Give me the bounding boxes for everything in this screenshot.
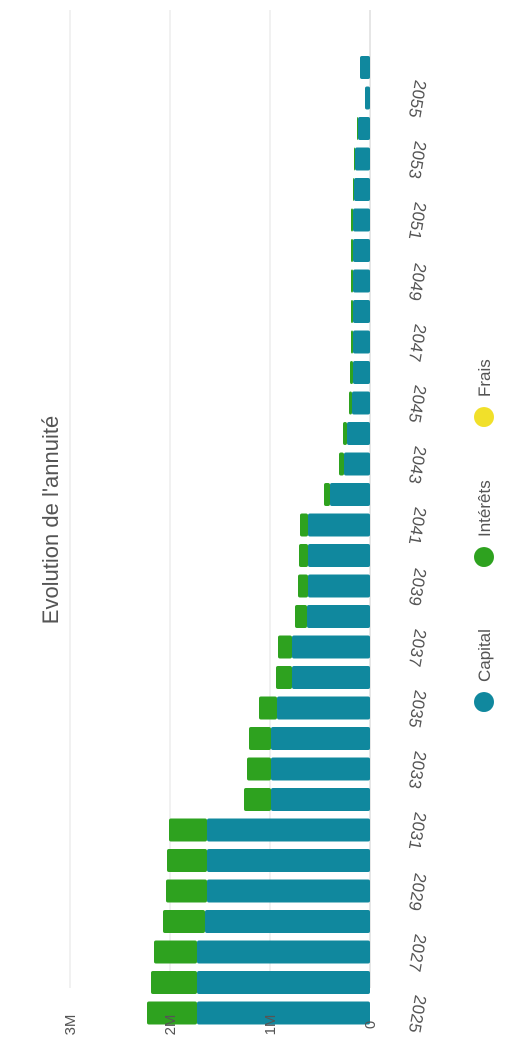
bar-segment-intrts [351, 269, 353, 293]
category-tick-label: 2053 [405, 140, 430, 181]
category-tick-label: 2043 [405, 445, 430, 486]
bar-segment-capital [353, 330, 370, 354]
bar-segment-intrts [350, 361, 353, 384]
legend-marker-intrts [474, 547, 494, 567]
bar-segment-capital [205, 910, 370, 933]
category-tick-label: 2031 [405, 811, 430, 852]
legend-label: Intérêts [475, 480, 494, 537]
bar-segment-capital [353, 208, 370, 232]
bar-segment-capital [353, 239, 370, 262]
bar-segment-intrts [249, 727, 271, 750]
bar-segment-intrts [167, 849, 207, 872]
bar-segment-capital [277, 696, 370, 720]
bar-segment-capital [308, 574, 370, 598]
category-tick-label: 2035 [405, 689, 430, 730]
bar-segment-intrts [276, 666, 292, 689]
bar-segment-intrts [351, 239, 353, 262]
bar-segment-intrts [354, 147, 355, 171]
bar-segment-capital [197, 1001, 370, 1025]
value-axis: 0 1M 2M 3M [62, 1015, 379, 1036]
axis-tick-label: 2M [162, 1015, 179, 1036]
bar-segment-capital [197, 971, 370, 994]
bar-segment-intrts [351, 330, 353, 354]
category-tick-label: 2033 [405, 750, 430, 791]
category-tick-label: 2055 [405, 79, 430, 120]
category-axis: 2025 2027 2029 2031 2033 2035 2037 2039 2041 2043… [405, 79, 430, 1035]
bar-segment-intrts [298, 574, 308, 598]
legend: Capital Intérêts Frais [474, 359, 494, 712]
bar-segment-intrts [351, 300, 353, 323]
bar-segment-capital [330, 483, 370, 506]
bar-segment-intrts [324, 483, 330, 506]
bar-segment-capital [308, 544, 370, 567]
bar-segment-capital [308, 513, 370, 537]
bar-segment-intrts [166, 879, 207, 903]
bar-segment-intrts [163, 910, 205, 933]
bar-segment-capital [358, 117, 370, 140]
bar-segment-intrts [259, 696, 277, 720]
bar-segment-intrts [300, 513, 308, 537]
bar-segment-intrts [343, 422, 347, 445]
bar-segment-capital [207, 818, 370, 842]
category-tick-label: 2025 [405, 994, 430, 1035]
bar-segment-capital [271, 727, 370, 750]
legend-label: Capital [475, 629, 494, 682]
bar-segment-capital [365, 86, 370, 110]
bar-segment-capital [271, 788, 370, 811]
bar-segment-capital [347, 422, 370, 445]
bar-segment-capital [292, 666, 370, 689]
category-tick-label: 2047 [405, 323, 430, 364]
bar-segment-intrts [349, 391, 352, 415]
bar-segment-capital [352, 391, 370, 415]
bar-segment-intrts [154, 940, 197, 964]
axis-tick-label: 0 [362, 1021, 379, 1029]
chart-title: Evolution de l'annuité [38, 416, 63, 624]
bar-segment-intrts [169, 818, 207, 842]
legend-marker-capital [474, 692, 494, 712]
category-tick-label: 2045 [405, 384, 430, 425]
bar-segment-intrts [278, 635, 292, 659]
bar-segment-intrts [247, 757, 271, 781]
bar-segment-capital [344, 452, 370, 476]
category-tick-label: 2029 [405, 872, 430, 913]
bars [147, 56, 370, 1025]
category-tick-label: 2039 [405, 567, 430, 608]
bar-segment-intrts [299, 544, 308, 567]
bar-segment-intrts [353, 178, 354, 201]
bar-segment-intrts [151, 971, 197, 994]
bar-segment-capital [355, 147, 370, 171]
bar-segment-capital [354, 178, 370, 201]
category-tick-label: 2051 [405, 201, 430, 242]
bar-segment-capital [307, 605, 370, 628]
bar-segment-capital [292, 635, 370, 659]
bar-segment-intrts [295, 605, 307, 628]
bar-segment-capital [207, 849, 370, 872]
bar-segment-intrts [357, 117, 358, 140]
axis-tick-label: 1M [262, 1015, 279, 1036]
category-tick-label: 2027 [405, 933, 430, 974]
bar-segment-capital [353, 269, 370, 293]
bar-segment-intrts [244, 788, 271, 811]
bar-segment-capital [353, 361, 370, 384]
category-tick-label: 2041 [405, 506, 430, 547]
bar-segment-capital [360, 56, 370, 79]
legend-marker-frais [474, 407, 494, 427]
bar-segment-intrts [147, 1001, 197, 1025]
bar-segment-capital [271, 757, 370, 781]
bar-segment-intrts [351, 208, 353, 232]
bar-segment-intrts [339, 452, 344, 476]
bar-segment-capital [197, 940, 370, 964]
bar-segment-capital [207, 879, 370, 903]
axis-tick-label: 3M [62, 1015, 79, 1036]
bar-segment-capital [353, 300, 370, 323]
category-tick-label: 2037 [405, 628, 430, 669]
category-tick-label: 2049 [405, 262, 430, 303]
legend-label: Frais [475, 359, 494, 397]
